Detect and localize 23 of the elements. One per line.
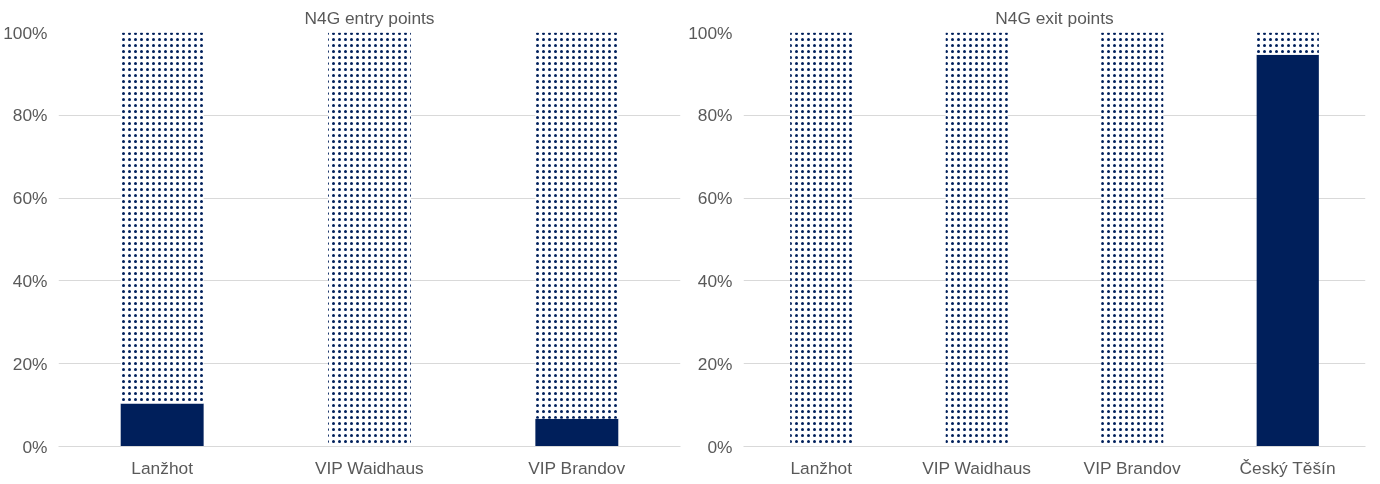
x-tick-label: Lanžhot [790, 457, 853, 478]
y-tick-label: 20% [12, 353, 48, 374]
chart-title: N4G exit points [995, 7, 1115, 28]
y-tick-label: 60% [697, 188, 733, 209]
y-tick-label: 20% [697, 353, 733, 374]
y-tick-label: 80% [697, 105, 733, 126]
x-tick-label: VIP Waidhaus [314, 457, 425, 478]
y-tick-label: 60% [12, 188, 48, 209]
x-tick-label: VIP Brandov [528, 457, 626, 478]
x-tick-label: VIP Brandov [1083, 457, 1181, 478]
x-tick-label: Český Těšín [1239, 457, 1336, 478]
y-tick-label: 80% [12, 105, 48, 126]
bar [120, 403, 204, 447]
x-tick-label: VIP Waidhaus [922, 457, 1032, 478]
chart-title: N4G entry points [304, 7, 435, 28]
y-tick-label: 40% [697, 270, 733, 291]
y-tick-label: 0% [22, 436, 48, 457]
x-tick-label: Lanžhot [131, 457, 194, 478]
bar [535, 418, 619, 447]
y-tick-label: 0% [707, 436, 733, 457]
y-tick-label: 100% [3, 22, 48, 43]
y-tick-label: 100% [688, 22, 733, 43]
y-tick-label: 40% [12, 270, 48, 291]
